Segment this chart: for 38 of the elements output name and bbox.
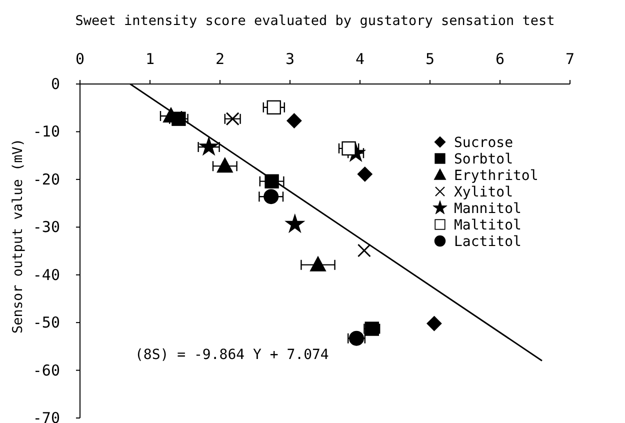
point [266,100,281,114]
x-tick-label: 1 [145,50,155,68]
legend-label: Erythritol [454,168,538,184]
annotation: (8S) = -9.864 Y + 7.074 [135,347,329,363]
x-axis-title: Sweet intensity score evaluated by gustatory sensation test [75,13,555,29]
point [286,113,302,128]
point [310,256,326,272]
legend-label: Maltitol [454,218,522,234]
point [426,316,442,332]
y-tick-label: -40 [32,266,60,284]
point [357,166,372,182]
x-tick-label: 6 [495,50,505,68]
y-tick-label: -30 [32,218,60,236]
x-tick-label: 4 [355,50,365,68]
point [357,244,371,258]
legend-label: Lactitol [454,234,522,250]
point [264,189,279,204]
legend-label: Mannitol [454,201,522,217]
x-tick-label: 0 [75,50,85,68]
x-tick-label: 7 [565,50,575,68]
point [342,141,356,156]
y-tick-label: -50 [32,314,60,332]
point [264,174,279,188]
y-axis-title: Sensor output value (mV) [10,138,26,334]
legend-label: Xylitol [454,184,514,200]
legend-label: Sucrose [454,135,514,151]
legend-label: Sorbtol [454,152,514,168]
y-tick-label: -20 [32,170,60,188]
point [216,158,233,173]
y-tick-label: 0 [50,75,60,93]
point [285,214,305,233]
x-tick-label: 3 [285,50,295,68]
point [199,136,219,156]
x-tick-label: 5 [425,50,435,68]
y-tick-label: -10 [32,122,60,141]
x-tick-label: 2 [215,50,225,68]
y-tick-label: -70 [32,409,60,423]
y-tick-label: -60 [32,361,60,380]
